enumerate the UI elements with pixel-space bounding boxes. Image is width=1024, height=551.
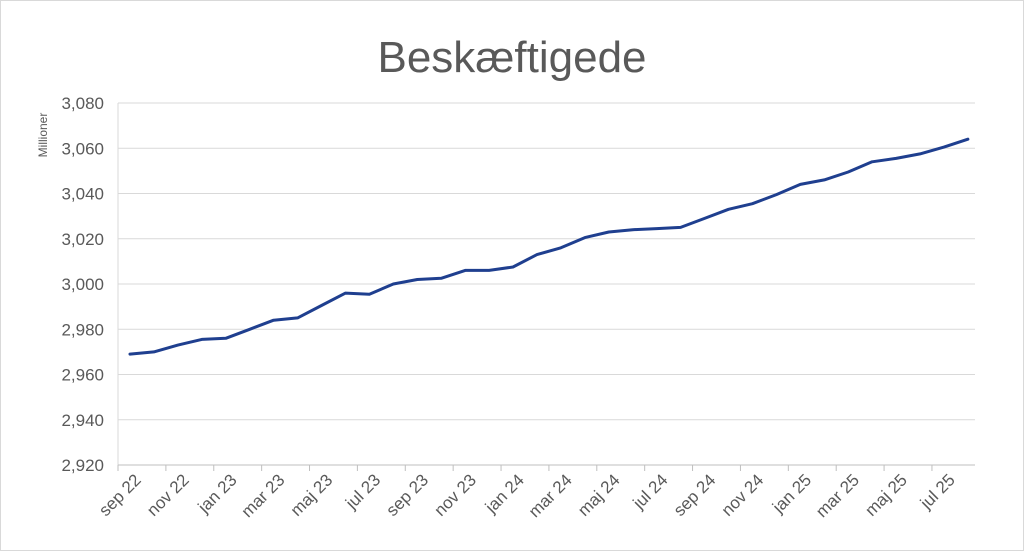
y-tick-label: 3,080 (61, 94, 104, 113)
y-tick-label: 2,980 (61, 320, 104, 339)
x-tick-label: mar 24 (525, 470, 576, 521)
x-tick-label: jul 25 (916, 470, 959, 513)
y-tick-label: 3,000 (61, 275, 104, 294)
x-tick-label: mar 25 (812, 470, 863, 521)
x-axis (117, 464, 975, 471)
x-tick-label: mar 23 (238, 470, 289, 521)
x-tick-label: sep 22 (95, 470, 145, 520)
x-tick-label: maj 23 (287, 470, 337, 520)
x-tick-label: sep 24 (670, 470, 720, 520)
y-tick-label: 3,020 (61, 230, 104, 249)
y-tick-label: 3,060 (61, 139, 104, 158)
x-tick-label: maj 24 (574, 470, 624, 520)
chart-title: Beskæftigede (377, 33, 647, 82)
y-axis-label: Millioner (36, 113, 50, 158)
x-tick-label: jan 23 (194, 470, 241, 517)
x-tick-label: jul 23 (341, 470, 384, 513)
x-tick-label: nov 24 (718, 470, 768, 520)
y-tick-label: 3,040 (61, 185, 104, 204)
y-tick-label: 2,920 (61, 456, 104, 475)
series-line-path (128, 137, 970, 356)
y-tick-labels: 2,920 2,940 2,960 2,980 3,000 3,020 3,040 3,060… (61, 94, 104, 475)
x-tick-label: jan 25 (768, 470, 815, 517)
x-tick-label: nov 22 (143, 470, 193, 520)
x-tick-label: nov 23 (430, 470, 480, 520)
x-tick-label: sep 23 (383, 470, 433, 520)
x-tick-label: jul 24 (629, 470, 672, 513)
y-tick-label: 2,940 (61, 411, 104, 430)
series-line (128, 137, 970, 356)
x-tick-label: jan 24 (481, 470, 528, 517)
y-tick-label: 2,960 (61, 366, 104, 385)
x-tick-label: maj 25 (861, 470, 911, 520)
gridlines (117, 102, 975, 466)
